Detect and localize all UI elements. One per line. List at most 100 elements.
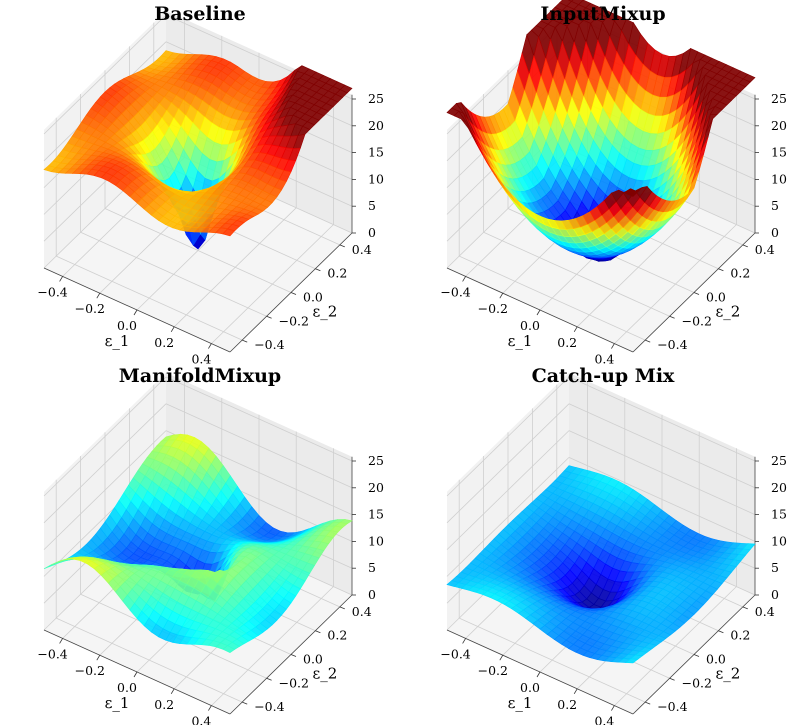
x-tick-label: 0.2 <box>557 335 577 350</box>
x-tick <box>462 276 466 282</box>
x-tick-label: 0.0 <box>520 680 540 695</box>
x-tick-label: 0.0 <box>520 318 540 333</box>
y-tick-label: 0.0 <box>303 652 323 667</box>
x-tick-label: −0.4 <box>440 284 470 299</box>
z-tick-label: 5 <box>771 560 779 575</box>
y-tick-label: 0.2 <box>730 628 750 643</box>
y-tick <box>693 654 700 657</box>
x-tick <box>59 638 63 644</box>
z-tick-label: 20 <box>368 480 384 495</box>
x-axis-label: ε_1 <box>508 694 533 712</box>
z-tick-label: 10 <box>771 533 787 548</box>
x-tick-label: 0.4 <box>594 714 614 725</box>
x-tick-label: 0.0 <box>117 680 137 695</box>
grid-line <box>43 403 167 524</box>
x-tick-label: 0.2 <box>557 697 577 712</box>
x-tick <box>536 671 541 678</box>
grid-line <box>43 376 167 497</box>
x-tick-label: 0.4 <box>191 352 211 367</box>
x-tick-label: 0.2 <box>154 697 174 712</box>
x-tick <box>170 326 175 333</box>
surface <box>43 433 353 653</box>
grid-line <box>165 403 353 489</box>
y-tick <box>315 268 321 272</box>
subplot-title: Baseline <box>154 3 246 25</box>
y-tick <box>742 244 748 248</box>
y-tick <box>645 339 651 343</box>
y-tick <box>290 292 297 295</box>
y-tick-label: −0.4 <box>657 337 687 352</box>
grid-line <box>104 208 292 293</box>
x-tick <box>499 292 504 299</box>
z-tick-label: 25 <box>368 453 384 468</box>
y-tick <box>339 606 345 610</box>
z-tick-label: 5 <box>771 198 779 213</box>
subplot-2: −0.4 −0.2 0.0 0.2 0.4 −0.4 −0.2 0.0 0.2 0.4 0 5 10 15… <box>440 0 787 367</box>
y-tick <box>742 606 748 610</box>
x-tick-label: −0.2 <box>75 301 105 316</box>
surface-patch <box>625 658 639 664</box>
surface-patch <box>222 228 236 237</box>
y-tick <box>669 315 675 319</box>
x-tick-label: −0.2 <box>478 663 508 678</box>
x-tick <box>499 654 504 661</box>
y-tick-label: −0.2 <box>279 675 309 690</box>
y-tick <box>315 630 321 634</box>
surface <box>43 50 353 250</box>
x-tick <box>573 326 578 333</box>
grid-line <box>568 376 756 462</box>
z-tick-label: 25 <box>771 453 787 468</box>
z-tick-label: 0 <box>771 225 779 240</box>
x-axis-label: ε_1 <box>105 332 130 350</box>
y-axis-label: ε_2 <box>312 664 337 682</box>
x-tick <box>536 309 541 316</box>
subplot-1: −0.4 −0.2 0.0 0.2 0.4 −0.4 −0.2 0.0 0.2 0.4 0 5 10 15… <box>37 3 384 367</box>
x-tick <box>59 276 63 282</box>
surface-patch <box>222 645 236 653</box>
x-tick <box>96 292 101 299</box>
y-tick-label: −0.4 <box>254 699 284 714</box>
z-tick-label: 0 <box>771 587 779 602</box>
surface-patch <box>625 188 639 197</box>
x-tick <box>170 688 175 695</box>
y-tick <box>645 701 651 705</box>
z-tick-label: 25 <box>368 91 384 106</box>
x-axis-label: ε_1 <box>105 694 130 712</box>
y-tick <box>290 654 297 657</box>
x-tick-label: 0.2 <box>154 335 174 350</box>
z-tick-label: 10 <box>368 171 384 186</box>
grid-line <box>446 376 570 497</box>
surface <box>446 0 756 262</box>
grid-line <box>173 207 297 328</box>
y-tick-label: 0.4 <box>352 604 372 619</box>
y-tick-label: 0.0 <box>303 290 323 305</box>
grid-line <box>568 403 756 489</box>
z-tick-label: 15 <box>771 145 787 160</box>
y-tick <box>718 268 724 272</box>
y-tick <box>339 244 345 248</box>
x-tick <box>133 309 138 316</box>
x-tick <box>96 654 101 661</box>
subplot-3: −0.4 −0.2 0.0 0.2 0.4 −0.4 −0.2 0.0 0.2 0.4 0 5 10 15… <box>37 365 384 725</box>
grid-line <box>576 207 700 328</box>
surface <box>446 465 756 664</box>
subplot-title: InputMixup <box>540 3 665 25</box>
z-tick-label: 15 <box>368 145 384 160</box>
z-tick-label: 20 <box>771 118 787 133</box>
y-tick-label: 0.2 <box>730 266 750 281</box>
grid-line <box>614 586 737 706</box>
grid-line <box>568 457 756 542</box>
y-tick-label: 0.4 <box>755 242 775 257</box>
grid-line <box>446 403 570 524</box>
x-tick <box>133 671 138 678</box>
z-tick-label: 20 <box>771 480 787 495</box>
grid-line <box>43 430 167 550</box>
grid-line <box>568 430 756 515</box>
y-tick-label: −0.2 <box>279 313 309 328</box>
z-tick-label: 15 <box>771 507 787 522</box>
x-tick <box>462 638 466 644</box>
y-tick-label: −0.4 <box>657 699 687 714</box>
grid-line <box>446 430 570 550</box>
z-tick-label: 5 <box>368 560 376 575</box>
